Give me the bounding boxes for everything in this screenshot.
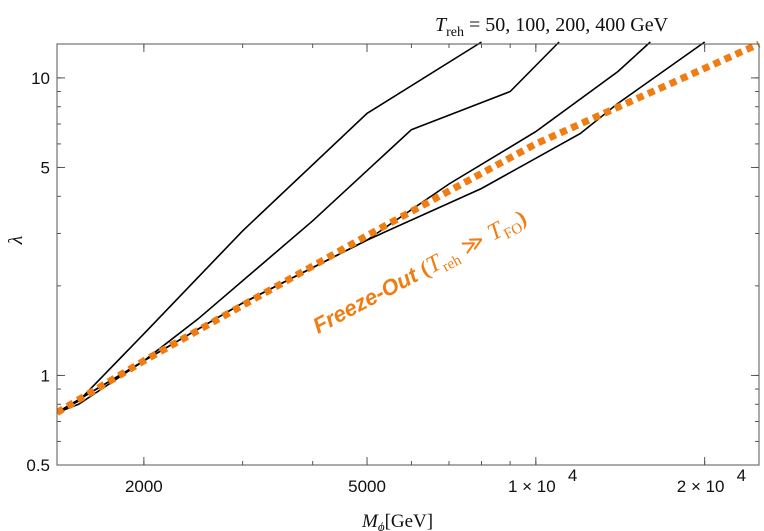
- top-annotation-symbol: T: [435, 14, 448, 36]
- x-tick-exponent: 4: [737, 466, 746, 485]
- axes: 2000 5000 1 × 10 4 2 × 10 4 0.5 1 5 10: [26, 43, 760, 496]
- x-axis-label: Mϕ[GeV]: [361, 511, 433, 531]
- series-line-1: [57, 41, 482, 414]
- x-tick-exponent: 4: [568, 466, 577, 485]
- plot-area: [57, 40, 761, 416]
- top-annotation: Treh = 50, 100, 200, 400 GeV: [435, 14, 669, 40]
- freeze-out-line: [57, 40, 761, 416]
- y-tick-label: 5: [41, 158, 50, 177]
- x-tick-label: 1 × 10: [508, 477, 556, 496]
- freeze-out-label: Freeze-Out (Treh ≫ TFO): [309, 205, 533, 342]
- top-annotation-subscript: reh: [446, 25, 464, 40]
- annotations: Treh = 50, 100, 200, 400 GeV Freeze-Out …: [5, 14, 669, 531]
- y-tick-label: 10: [31, 69, 50, 88]
- plot-frame: [56, 43, 760, 466]
- x-tick-label: 2000: [125, 477, 163, 496]
- freeze-out-text: Freeze-Out: [309, 260, 428, 339]
- series-line-3: [57, 41, 651, 414]
- x-axis-label-subscript: ϕ: [378, 519, 385, 531]
- series-group: [57, 40, 761, 416]
- y-tick-label: 1: [41, 366, 50, 385]
- top-annotation-values: = 50, 100, 200, 400 GeV: [464, 14, 669, 36]
- x-axis-label-units: [GeV]: [385, 511, 434, 531]
- series-line-2: [57, 41, 560, 414]
- y-axis-label: λ: [5, 235, 27, 245]
- x-tick-label: 2 × 10: [677, 477, 725, 496]
- x-tick-label: 5000: [348, 477, 386, 496]
- y-tick-label: 0.5: [26, 456, 50, 475]
- x-axis-label-symbol: M: [361, 511, 379, 531]
